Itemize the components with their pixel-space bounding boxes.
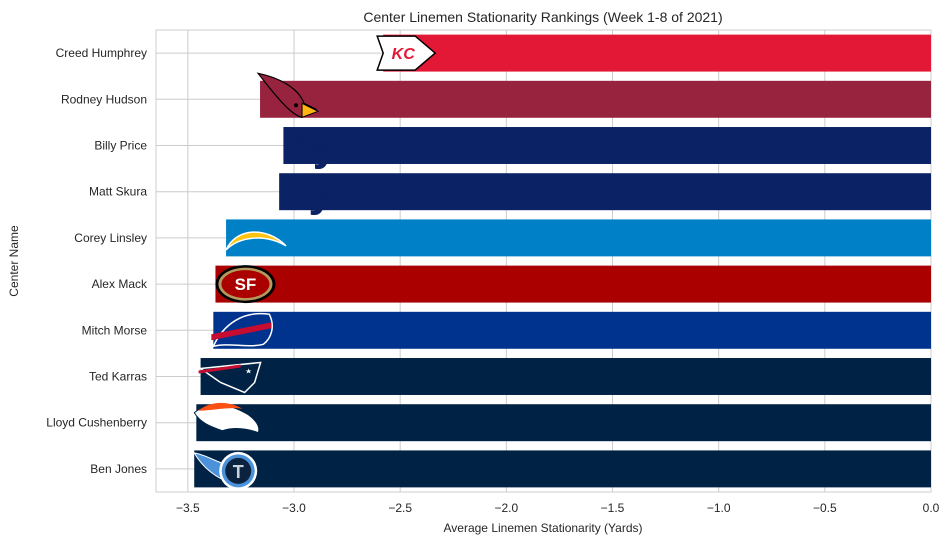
x-tick-label: −3.5 (176, 501, 200, 515)
y-tick-label: Ben Jones (90, 462, 147, 476)
broncos-logo (193, 402, 260, 434)
x-tick-label: −1.0 (707, 501, 731, 515)
svg-text:ny: ny (284, 164, 334, 216)
x-tick-label: −3.0 (282, 501, 306, 515)
bar (226, 219, 932, 257)
bills-logo (211, 312, 273, 348)
bar (283, 127, 932, 164)
y-tick-label: Creed Humphrey (56, 46, 147, 60)
y-tick-label: Billy Price (94, 139, 147, 153)
svg-text:T: T (233, 462, 244, 482)
y-tick-label: Ted Karras (89, 370, 147, 384)
y-tick-label: Corey Linsley (74, 231, 147, 245)
x-axis-label: Average Linemen Stationarity (Yards) (444, 521, 643, 535)
49ers-logo: SF (215, 265, 276, 304)
x-tick-label: −2.5 (388, 501, 412, 515)
x-tick-labels: −3.5 −3.0 −2.5 −2.0 −1.5 −1.0 −0.5 0.0 (176, 501, 940, 515)
chiefs-logo: KC (376, 35, 437, 71)
x-tick-label: −2.0 (494, 501, 518, 515)
titans-logo: T (193, 451, 258, 490)
svg-text:KC: KC (392, 46, 416, 63)
bar (200, 358, 931, 395)
y-axis-label: Center Name (7, 225, 21, 297)
y-tick-label: Mitch Morse (82, 323, 148, 337)
bar (215, 265, 932, 303)
bar (194, 450, 931, 488)
bar (383, 34, 931, 72)
y-tick-label: Rodney Hudson (61, 92, 147, 106)
bar (213, 311, 932, 349)
chargers-logo (225, 231, 287, 251)
bar (279, 173, 931, 211)
chart-title: Center Linemen Stationarity Rankings (We… (363, 9, 722, 25)
x-tick-label: 0.0 (923, 501, 940, 515)
plot-area-frame (155, 29, 932, 493)
x-tick-label: −1.5 (601, 501, 625, 515)
cardinals-logo (256, 72, 320, 119)
giants-logo: ny (289, 118, 343, 170)
y-tick-label: Lloyd Cushenberry (46, 416, 147, 430)
svg-text:ny: ny (289, 118, 339, 170)
y-tick-label: Alex Mack (92, 277, 148, 291)
y-tick-label: Matt Skura (89, 185, 147, 199)
bars (194, 34, 932, 488)
svg-text:SF: SF (235, 275, 257, 294)
y-tick-labels: Creed Humphrey Rodney Hudson Billy Price Ma… (46, 46, 148, 476)
bar (196, 404, 931, 442)
bar (260, 80, 931, 118)
x-tick-label: −0.5 (813, 501, 837, 515)
patriots-logo (198, 361, 262, 394)
giants-logo: ny (284, 164, 338, 216)
